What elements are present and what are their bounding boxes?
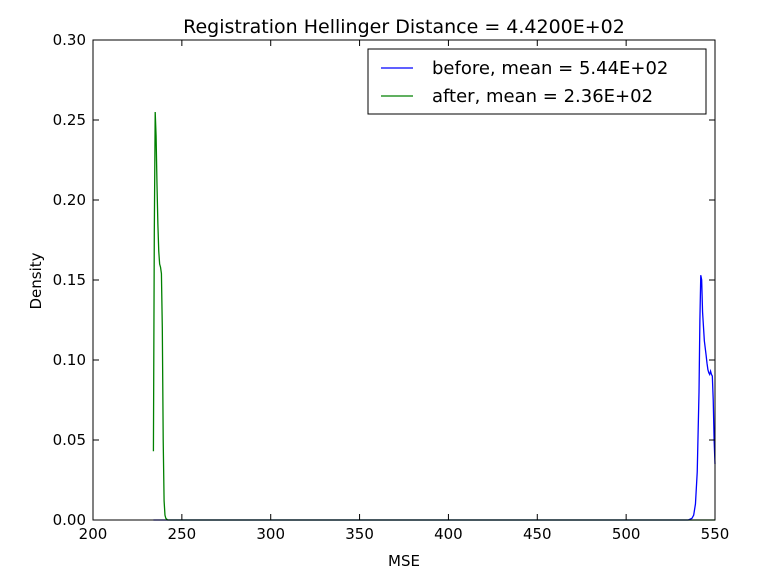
x-tick-label: 400: [434, 525, 463, 543]
x-axis-label: MSE: [388, 552, 420, 570]
x-tick-label: 350: [345, 525, 374, 543]
y-tick-label: 0.00: [53, 511, 86, 529]
y-tick-label: 0.30: [53, 31, 86, 49]
x-tick-label: 550: [701, 525, 730, 543]
x-tick-label: 300: [256, 525, 285, 543]
x-tick-label: 200: [79, 525, 108, 543]
legend-label-1: after, mean = 2.36E+02: [432, 86, 653, 107]
y-axis-ticks: 0.00 0.05 0.10 0.15 0.20 0.25 0.30: [53, 31, 715, 529]
y-tick-label: 0.20: [53, 191, 86, 209]
y-axis-label: Density: [27, 252, 45, 309]
y-tick-label: 0.25: [53, 111, 86, 129]
x-tick-label: 450: [523, 525, 552, 543]
chart-title: Registration Hellinger Distance = 4.4200…: [183, 16, 625, 38]
y-tick-label: 0.15: [53, 271, 86, 289]
series-line-0: [153, 275, 716, 521]
legend-label-0: before, mean = 5.44E+02: [432, 58, 668, 79]
series-layer: [152, 111, 716, 521]
y-tick-label: 0.10: [53, 351, 86, 369]
x-tick-label: 500: [612, 525, 641, 543]
x-tick-label: 250: [168, 525, 197, 543]
y-tick-label: 0.05: [53, 431, 86, 449]
legend: before, mean = 5.44E+02 after, mean = 2.3…: [367, 48, 707, 115]
x-axis-ticks: 200 250 300 350 400 450 500 550: [79, 40, 730, 543]
series-line-1: [152, 111, 715, 521]
legend-entries: before, mean = 5.44E+02 after, mean = 2.3…: [381, 58, 668, 107]
legend-box: [367, 48, 707, 115]
